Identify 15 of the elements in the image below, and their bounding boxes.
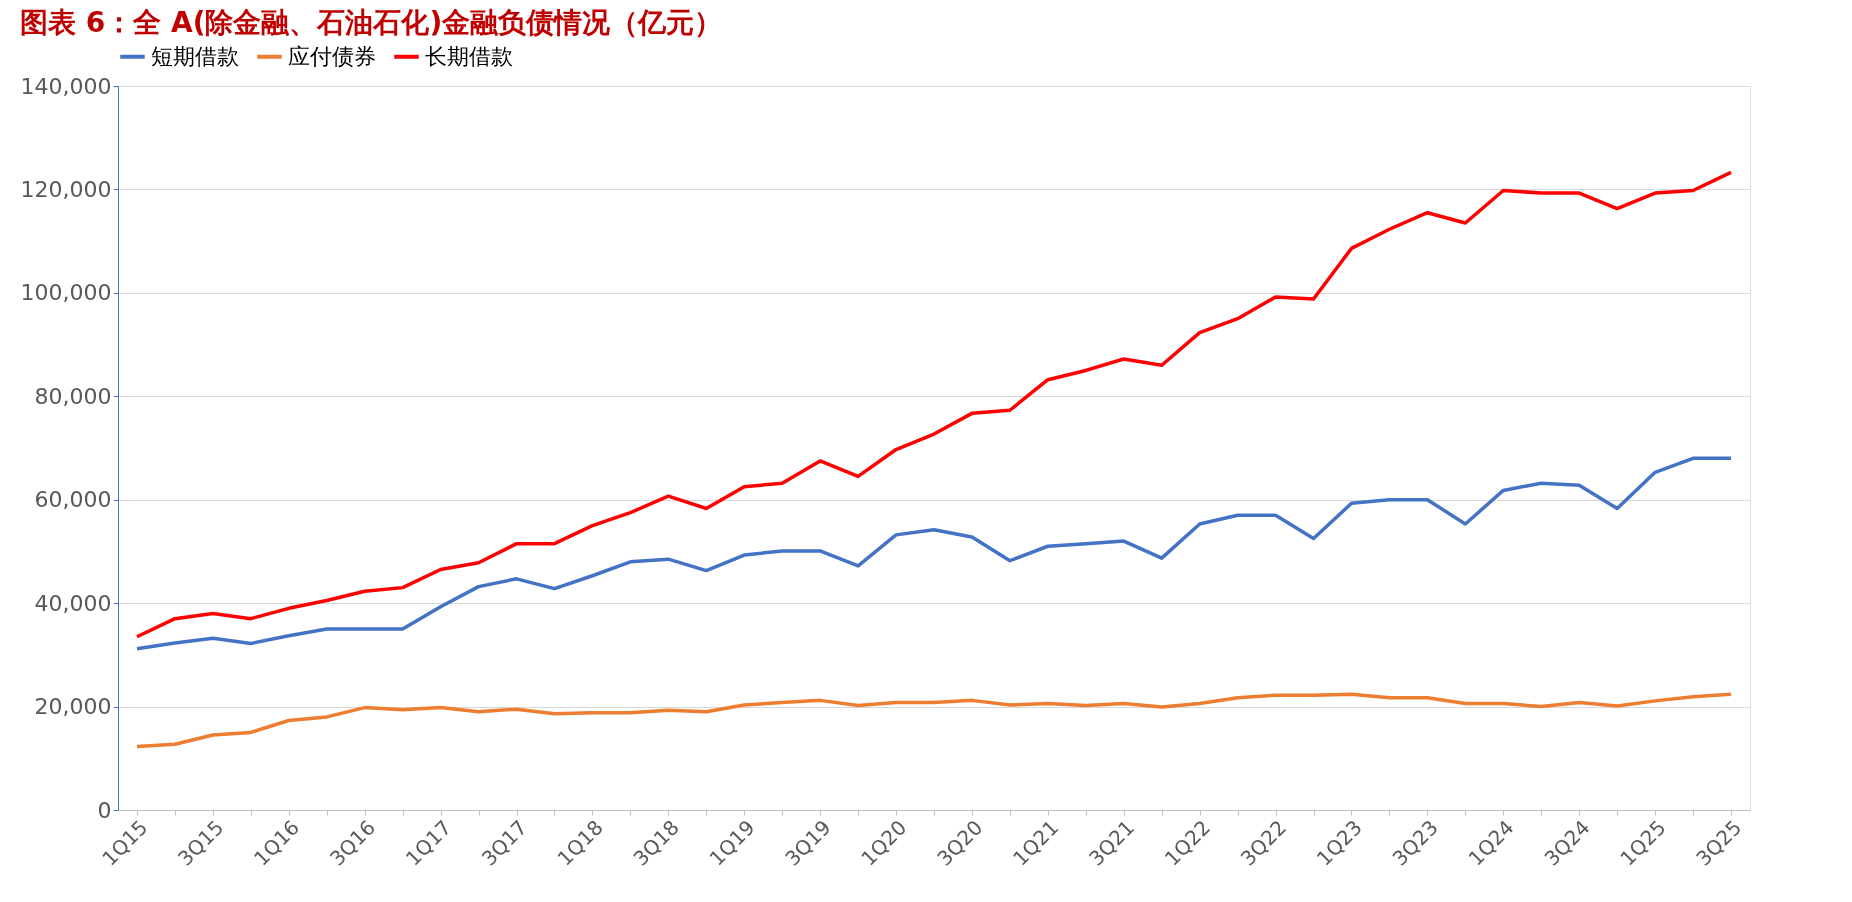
line-series xyxy=(135,692,1733,749)
y-tick-label: 40,000 xyxy=(34,590,112,616)
line-series xyxy=(135,456,1733,651)
y-tick-label: 80,000 xyxy=(34,383,112,409)
y-tick-label: 0 xyxy=(97,797,112,823)
legend-label: 应付债券 xyxy=(288,43,376,69)
y-tick-label: 20,000 xyxy=(34,694,112,720)
legend-label: 长期借款 xyxy=(425,43,513,69)
y-tick-label: 60,000 xyxy=(34,487,112,513)
y-tick-label: 100,000 xyxy=(20,280,112,306)
y-tick-label: 120,000 xyxy=(20,176,112,202)
legend-label: 短期借款 xyxy=(151,43,239,69)
line-series xyxy=(135,170,1733,639)
chart-title: 图表 6：全 A(除金融、石油石化)金融负债情况（亿元） xyxy=(20,6,723,39)
y-tick-label: 140,000 xyxy=(20,73,112,99)
